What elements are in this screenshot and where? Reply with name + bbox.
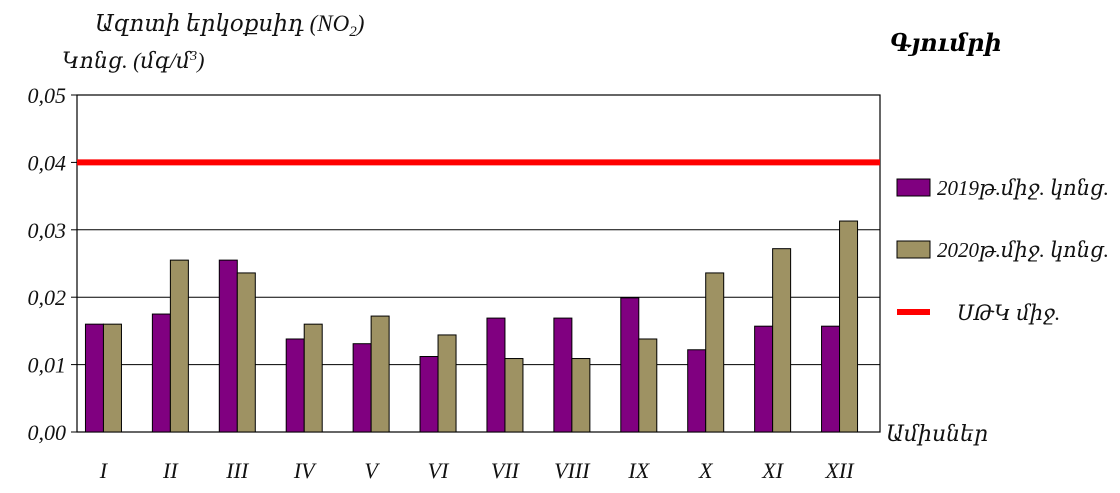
bar-2020-VII — [504, 358, 524, 433]
x-tick-label: XII — [824, 458, 855, 483]
x-tick-label: V — [364, 458, 380, 483]
bar-2020-III — [236, 272, 256, 433]
location-label: Գյումրի — [890, 31, 1002, 57]
bar-2020-VI — [437, 334, 457, 433]
x-tick-label: X — [698, 458, 714, 483]
y-axis-label-main: Կոնց. (մգ/մ — [62, 48, 192, 73]
bar-2020-V — [370, 315, 390, 433]
bar-2019-II — [151, 313, 171, 433]
x-tick-label: I — [99, 458, 109, 483]
bar-2019-X — [687, 349, 707, 433]
legend-label-reference: ՍԹԿ միջ. — [957, 301, 1060, 325]
y-tick-label: 0,00 — [28, 420, 67, 445]
legend-swatch-2020 — [896, 240, 931, 259]
x-tick-label: III — [225, 458, 250, 483]
plot-area — [76, 94, 881, 433]
x-tick-label: VII — [491, 458, 521, 483]
bar-2020-II — [169, 259, 189, 433]
y-axis-label: Կոնց. (մգ/մ3) — [62, 48, 204, 73]
x-axis-label: Ամիսներ — [886, 421, 988, 446]
legend-label-2019: 2019թ.միջ. կոնց. — [937, 176, 1109, 200]
bar-2020-XI — [772, 248, 792, 433]
bar-2019-XI — [754, 325, 774, 433]
bar-2019-I — [84, 323, 104, 433]
y-tick-labels: 0,00 0,01 0,02 0,03 0,04 0,05 — [28, 83, 67, 445]
x-tick-label: VIII — [554, 458, 591, 483]
bar-2020-IX — [638, 338, 658, 433]
bar-2019-III — [218, 259, 238, 433]
y-axis-label-end: ) — [195, 48, 204, 73]
chart-title-subscript: 2 — [349, 24, 357, 40]
bar-2020-I — [102, 323, 122, 433]
y-tick-label: 0,03 — [28, 218, 67, 243]
legend: 2019թ.միջ. կոնց. 2020թ.միջ. կոնց. ՍԹԿ մի… — [896, 176, 1109, 325]
y-tick-label: 0,05 — [28, 83, 67, 108]
bar-2019-VII — [486, 317, 506, 433]
y-tick-label: 0,02 — [28, 285, 67, 310]
x-tick-label: XI — [761, 458, 784, 483]
bar-2019-XII — [821, 325, 841, 433]
bar-2020-X — [705, 272, 725, 433]
y-tick-label: 0,01 — [28, 353, 67, 378]
x-tick-labels: I II III IV V VI VII VIII IX X XI XII — [99, 458, 855, 483]
bar-2019-V — [352, 343, 372, 433]
legend-swatch-2019 — [896, 178, 931, 197]
x-tick-label: IX — [627, 458, 650, 483]
bar-2020-XII — [839, 220, 859, 433]
bar-2019-VIII — [553, 317, 573, 433]
bar-2019-VI — [419, 356, 439, 433]
y-tick-label: 0,04 — [28, 150, 67, 175]
chart-title-end: ) — [355, 11, 365, 36]
y-axis-label-superscript: 3 — [189, 49, 197, 64]
bar-2019-IV — [285, 338, 305, 433]
x-tick-label: IV — [293, 458, 317, 483]
chart-title-main: Ազոտի երկօքսիդ (NO — [95, 11, 350, 36]
chart-title: Ազոտի երկօքսիդ (NO2) — [95, 11, 364, 40]
bar-2020-VIII — [571, 358, 591, 433]
bar-series — [84, 220, 859, 433]
bar-2019-IX — [620, 297, 640, 433]
bar-2020-IV — [303, 323, 323, 433]
x-tick-label: II — [162, 458, 179, 483]
x-tick-label: VI — [428, 458, 450, 483]
legend-label-2020: 2020թ.միջ. կոնց. — [937, 238, 1109, 262]
